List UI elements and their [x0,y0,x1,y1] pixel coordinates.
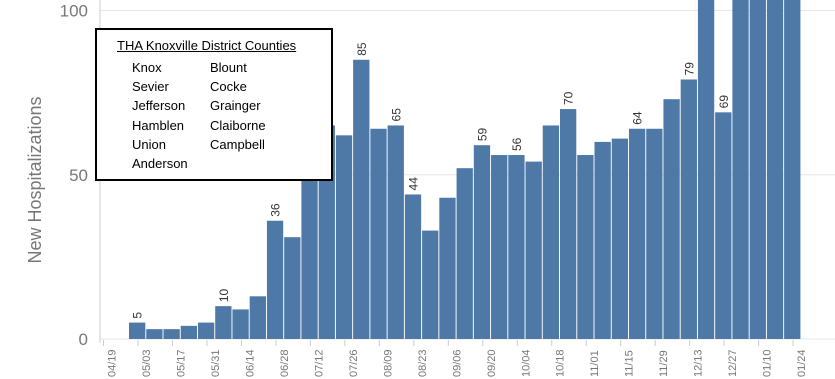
legend-county: Union [132,136,166,152]
bar [197,322,215,339]
legend-county: Cocke [210,79,247,95]
legend-county: Campbell [210,136,265,152]
data-label: 85 [355,42,369,56]
legend-county: Anderson [132,155,188,171]
y-tick-label: 0 [79,330,88,349]
x-tick-label: 01/24 [796,349,808,377]
x-tick-label: 07/12 [313,349,325,377]
legend-column-1: Knox Sevier Jefferson Hamblen Union Ande… [132,58,188,173]
data-label: 65 [389,108,403,122]
x-tick-label: 11/15 [624,350,636,377]
bar [525,161,542,339]
bar [697,0,715,339]
data-label: 69 [717,95,731,109]
data-label: 44 [406,177,420,191]
x-tick-label: 05/31 [210,349,222,377]
x-tick-label: 08/09 [382,349,394,377]
bar [473,145,491,339]
bars [129,0,801,340]
bar [146,329,163,339]
x-tick-label: 10/18 [555,349,567,377]
data-label: 36 [269,203,283,217]
bar [732,0,749,339]
bar [784,0,801,339]
bar [404,194,422,339]
data-label: 5 [131,312,145,319]
y-tick-label: 100 [60,2,88,21]
bar [180,325,198,339]
data-label: 64 [631,111,645,125]
x-tick-label: 07/26 [348,349,360,377]
bar [422,230,439,339]
legend-county: Grainger [210,98,261,114]
bar [577,155,594,339]
data-label: 10 [217,288,231,302]
x-tick-label: 06/14 [244,349,256,377]
bar [680,79,697,340]
x-axis: 04/19 05/03 05/17 05/31 06/14 06/28 07/12 07/26… [103,340,808,377]
legend-column-2: Blount Cocke Grainger Claiborne Campbell [210,58,266,154]
bar [594,141,611,339]
legend-county: Sevier [132,79,169,95]
x-tick-label: 12/27 [727,349,739,377]
bar [439,197,456,339]
legend-title: THA Knoxville District Counties [117,38,297,53]
bar [456,168,473,339]
x-tick-label: 05/03 [141,349,153,377]
legend-county: Hamblen [132,117,185,133]
bar [249,296,266,339]
bar [232,309,249,339]
bar [663,99,680,339]
bar [387,125,404,339]
bar [129,322,146,339]
bar [370,128,387,339]
bar [766,0,784,339]
legend-county: Jefferson [132,98,186,114]
bar [215,306,232,339]
bar [508,155,525,339]
x-tick-label: 09/06 [451,349,463,377]
y-tick-label: 50 [69,166,88,185]
bar [715,112,732,340]
bar [163,329,180,339]
data-label: 70 [562,91,576,105]
bar [266,220,284,339]
bar [542,125,560,339]
bar [353,59,370,340]
x-tick-label: 12/13 [693,349,705,377]
x-tick-label: 04/19 [107,349,119,377]
x-tick-label: 11/29 [658,350,670,377]
data-label: 59 [475,128,489,142]
x-tick-label: 01/10 [762,349,774,377]
x-tick-label: 11/01 [589,350,601,377]
y-axis-title: New Hospitalizations [25,96,45,263]
bar [646,128,663,339]
bar [284,237,301,339]
x-tick-label: 08/23 [417,349,429,377]
bar [491,155,508,339]
bar [301,161,318,339]
bar [560,109,577,339]
bar [749,0,766,339]
legend-county: Blount [210,60,247,75]
bar [628,128,646,339]
x-tick-label: 06/28 [279,349,291,377]
x-tick-label: 09/20 [486,349,498,377]
county-legend: THA Knoxville District Counties Knox Sev… [95,28,333,181]
y-axis: 050100150 [60,0,101,349]
x-tick-label: 05/17 [175,349,187,377]
bar [611,138,629,339]
data-label: 56 [510,137,524,151]
legend-county: Knox [132,60,162,75]
data-label: 79 [682,62,696,76]
bar [335,135,353,339]
legend-county: Claiborne [210,117,266,133]
x-tick-label: 10/04 [520,349,532,377]
